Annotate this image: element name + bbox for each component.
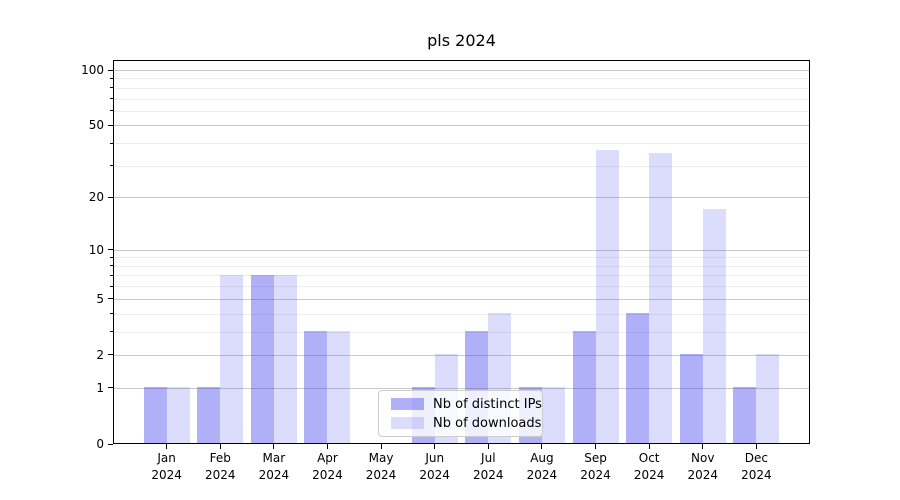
x-tick-label: Mar 2024 xyxy=(258,451,290,482)
bar-distinct-ips xyxy=(572,330,596,443)
bar-downloads xyxy=(166,386,190,443)
bar-downloads xyxy=(756,353,780,443)
x-tick-mark xyxy=(595,444,597,449)
y-minor-tick-mark xyxy=(110,256,113,258)
y-tick-label: 1 xyxy=(96,380,104,395)
y-tick-label: 10 xyxy=(88,242,104,257)
gridline-minor xyxy=(114,313,809,315)
legend-label-distinct-ips: Nb of distinct IPs xyxy=(433,396,542,412)
x-tick-label: Nov 2024 xyxy=(687,451,719,482)
x-tick-mark xyxy=(326,444,328,449)
gridline-major xyxy=(114,354,809,356)
legend-item-downloads: Nb of downloads xyxy=(391,416,542,431)
x-tick-label: Jun 2024 xyxy=(419,451,450,482)
gridline-minor xyxy=(114,275,809,277)
gridline-minor xyxy=(114,78,809,80)
gridline-minor xyxy=(114,265,809,267)
y-tick-label: 20 xyxy=(88,190,104,205)
x-tick-label: Aug 2024 xyxy=(526,451,558,482)
bar-distinct-ips xyxy=(250,274,274,443)
x-tick-mark xyxy=(702,444,704,449)
x-tick-label: Jul 2024 xyxy=(473,451,504,482)
bar-downloads xyxy=(595,150,619,443)
legend-item-distinct-ips: Nb of distinct IPs xyxy=(391,397,542,412)
plot-area xyxy=(113,60,810,444)
bar-distinct-ips xyxy=(733,386,757,443)
x-tick-label: Apr 2024 xyxy=(312,451,343,482)
gridline-minor xyxy=(114,143,809,145)
y-tick-mark xyxy=(108,354,113,356)
y-minor-tick-mark xyxy=(110,331,113,333)
x-tick-label: May 2024 xyxy=(365,451,397,482)
bar-downloads xyxy=(327,330,351,443)
y-tick-mark xyxy=(108,69,113,71)
x-tick-mark xyxy=(219,444,221,449)
x-tick-label: Dec 2024 xyxy=(741,451,772,482)
bar-distinct-ips xyxy=(197,386,221,443)
chart-title: pls 2024 xyxy=(427,31,496,50)
y-tick-label: 5 xyxy=(96,291,104,306)
gridline-major xyxy=(114,387,809,389)
bar-distinct-ips xyxy=(679,353,703,443)
gridline-major xyxy=(114,70,809,71)
y-minor-tick-mark xyxy=(110,77,113,79)
x-tick-mark xyxy=(755,444,757,449)
y-minor-tick-mark xyxy=(110,98,113,100)
legend: Nb of distinct IPs Nb of downloads xyxy=(378,390,543,437)
gridline-minor xyxy=(114,98,809,100)
x-tick-mark xyxy=(380,444,382,449)
y-minor-tick-mark xyxy=(110,87,113,89)
gridline-major xyxy=(114,197,809,199)
y-minor-tick-mark xyxy=(110,165,113,167)
gridline-major xyxy=(114,125,809,127)
bar-distinct-ips xyxy=(304,330,328,443)
y-minor-tick-mark xyxy=(110,285,113,287)
legend-swatch-distinct-ips xyxy=(391,398,424,410)
bar-downloads xyxy=(220,274,244,443)
x-tick-label: Jan 2024 xyxy=(151,451,182,482)
bar-downloads xyxy=(649,152,673,443)
x-tick-mark xyxy=(273,444,275,449)
x-tick-mark xyxy=(648,444,650,449)
bar-distinct-ips xyxy=(143,386,167,443)
gridline-minor xyxy=(114,286,809,288)
gridline-major xyxy=(114,298,809,300)
gridline-minor xyxy=(114,331,809,333)
y-tick-mark xyxy=(108,196,113,198)
x-tick-mark xyxy=(487,444,489,449)
x-tick-mark xyxy=(166,444,168,449)
gridline-minor xyxy=(114,257,809,259)
bar-downloads xyxy=(273,274,297,443)
bar-downloads xyxy=(541,386,565,443)
x-tick-mark xyxy=(541,444,543,449)
bar-distinct-ips xyxy=(626,312,650,443)
gridline-minor xyxy=(114,110,809,112)
gridline-minor xyxy=(114,165,809,167)
y-tick-mark xyxy=(108,387,113,389)
y-tick-mark xyxy=(108,124,113,126)
legend-label-downloads: Nb of downloads xyxy=(433,415,542,431)
x-tick-mark xyxy=(434,444,436,449)
y-tick-label: 0 xyxy=(96,437,104,451)
y-tick-label: 100 xyxy=(81,63,104,77)
y-tick-label: 50 xyxy=(88,118,104,133)
x-tick-label: Sep 2024 xyxy=(580,451,611,482)
x-tick-label: Feb 2024 xyxy=(204,451,236,482)
y-minor-tick-mark xyxy=(110,265,113,267)
y-tick-mark xyxy=(108,249,113,251)
y-minor-tick-mark xyxy=(110,142,113,144)
bar-downloads xyxy=(702,208,726,443)
y-tick-mark xyxy=(108,443,113,445)
y-minor-tick-mark xyxy=(110,313,113,315)
y-minor-tick-mark xyxy=(110,274,113,276)
x-tick-label: Oct 2024 xyxy=(633,451,665,482)
gridline-major xyxy=(114,249,809,251)
gridline-minor xyxy=(114,87,809,89)
y-minor-tick-mark xyxy=(110,110,113,112)
y-tick-mark xyxy=(108,298,113,300)
y-tick-label: 2 xyxy=(96,347,104,362)
legend-swatch-downloads xyxy=(391,417,424,429)
